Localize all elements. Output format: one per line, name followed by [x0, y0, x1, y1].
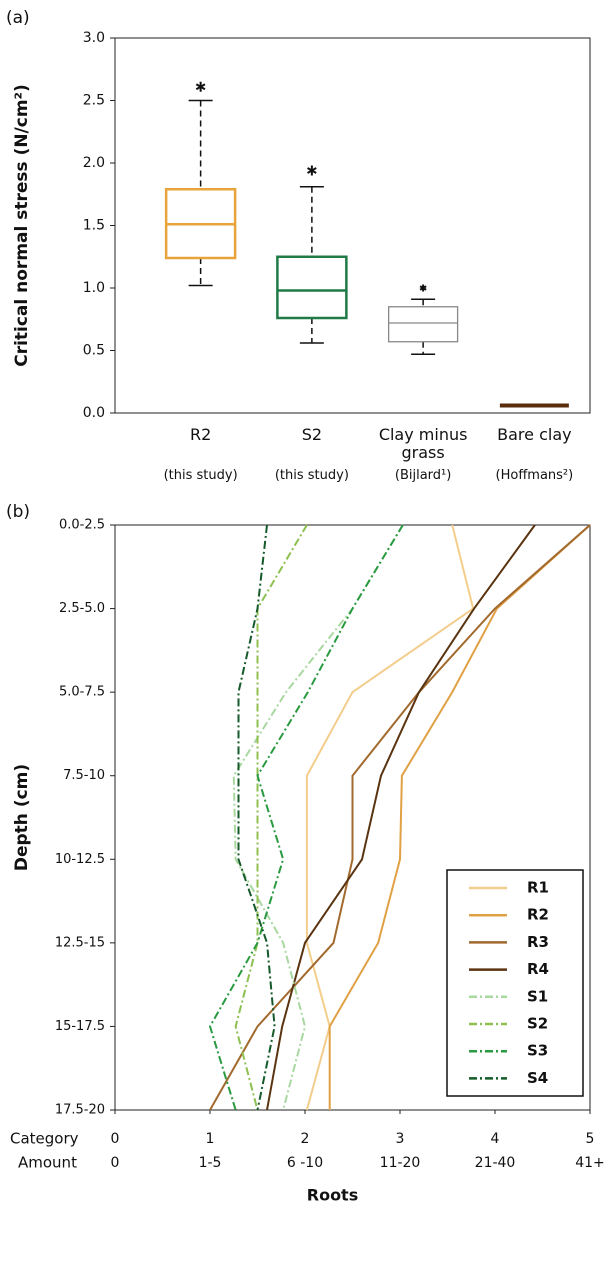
y-tick-label: 0.0-2.5	[59, 518, 105, 533]
x-tick-label: R2	[189, 425, 212, 444]
legend-label: S1	[527, 987, 548, 1005]
series-line	[209, 524, 591, 1111]
series-line	[232, 524, 404, 1111]
series-line	[305, 524, 475, 1111]
x-row-label: Category	[10, 1130, 79, 1148]
x-amount-label: 1-5	[199, 1155, 222, 1171]
outlier	[195, 81, 206, 92]
x-tick-label: 3	[396, 1131, 405, 1147]
legend-label: R3	[527, 933, 549, 951]
x-tick-label: S2	[301, 425, 323, 444]
legend-box	[446, 869, 584, 1097]
x-sublabel: (this study)	[274, 468, 349, 483]
legend-label: R4	[527, 960, 549, 978]
legend-label: S3	[527, 1042, 548, 1060]
legend-label: S4	[527, 1069, 548, 1087]
x-tick-label: 0	[111, 1131, 120, 1147]
series-line	[234, 524, 308, 1111]
x-sublabel: (Hoffmans²)	[495, 468, 574, 483]
y-tick-label: 2.5	[83, 93, 105, 109]
y-tick-label: 1.0	[83, 280, 105, 296]
outlier	[419, 284, 427, 292]
x-amount-label: 6 -10	[287, 1155, 323, 1171]
x-axis-label: Roots	[307, 1186, 358, 1205]
y-tick-label: 2.0	[83, 155, 105, 171]
series-line	[328, 524, 591, 1110]
x-amount-label: 11-20	[380, 1155, 421, 1171]
y-tick-label: 1.5	[83, 218, 105, 234]
outlier-stroke	[419, 285, 427, 291]
x-sublabel: (this study)	[163, 468, 238, 483]
series-line	[208, 524, 404, 1111]
outlier-stroke	[307, 167, 317, 174]
series-line	[266, 524, 536, 1111]
x-tick-label: Clay minus grass	[378, 425, 468, 462]
box	[387, 306, 459, 343]
outlier-stroke	[195, 83, 206, 91]
y-tick-label: 2.5-5.0	[59, 601, 105, 616]
legend-label: R1	[527, 879, 549, 897]
x-tick-label: 5	[586, 1131, 595, 1147]
legend-label: R2	[527, 906, 549, 924]
x-tick-label: 4	[491, 1131, 500, 1147]
legend-label: S2	[527, 1015, 548, 1033]
y-tick-label: 7.5-10	[63, 768, 105, 783]
panel-label: (a)	[6, 8, 30, 28]
y-tick-label: 10-12.5	[55, 852, 105, 867]
panel-label: (b)	[6, 502, 30, 522]
x-amount-label: 0	[111, 1155, 120, 1171]
x-tick-label: 2	[301, 1131, 310, 1147]
y-tick-label: 17.5-20	[55, 1103, 105, 1118]
y-axis-label: Critical normal stress (N/cm²)	[12, 84, 32, 367]
plot-frame	[114, 524, 591, 1111]
series-line	[237, 524, 276, 1111]
x-tick-label: 1	[206, 1131, 215, 1147]
y-tick-label: 12.5-15	[55, 935, 105, 950]
x-amount-label: 41+	[575, 1155, 605, 1171]
y-tick-label: 5.0-7.5	[59, 685, 105, 700]
y-tick-label: 15-17.5	[55, 1019, 105, 1034]
outlier	[307, 165, 317, 176]
x-sublabel: (Bijlard¹)	[394, 468, 452, 483]
y-tick-label: 0.5	[83, 343, 105, 359]
y-tick-label: 3.0	[83, 30, 105, 46]
x-tick-label: Bare clay	[497, 425, 572, 444]
box	[276, 255, 348, 320]
x-amount-label: 21-40	[475, 1155, 516, 1171]
y-axis-label: Depth (cm)	[12, 764, 32, 871]
y-tick-label: 0.0	[83, 405, 105, 421]
x-row-label: Amount	[18, 1154, 77, 1172]
